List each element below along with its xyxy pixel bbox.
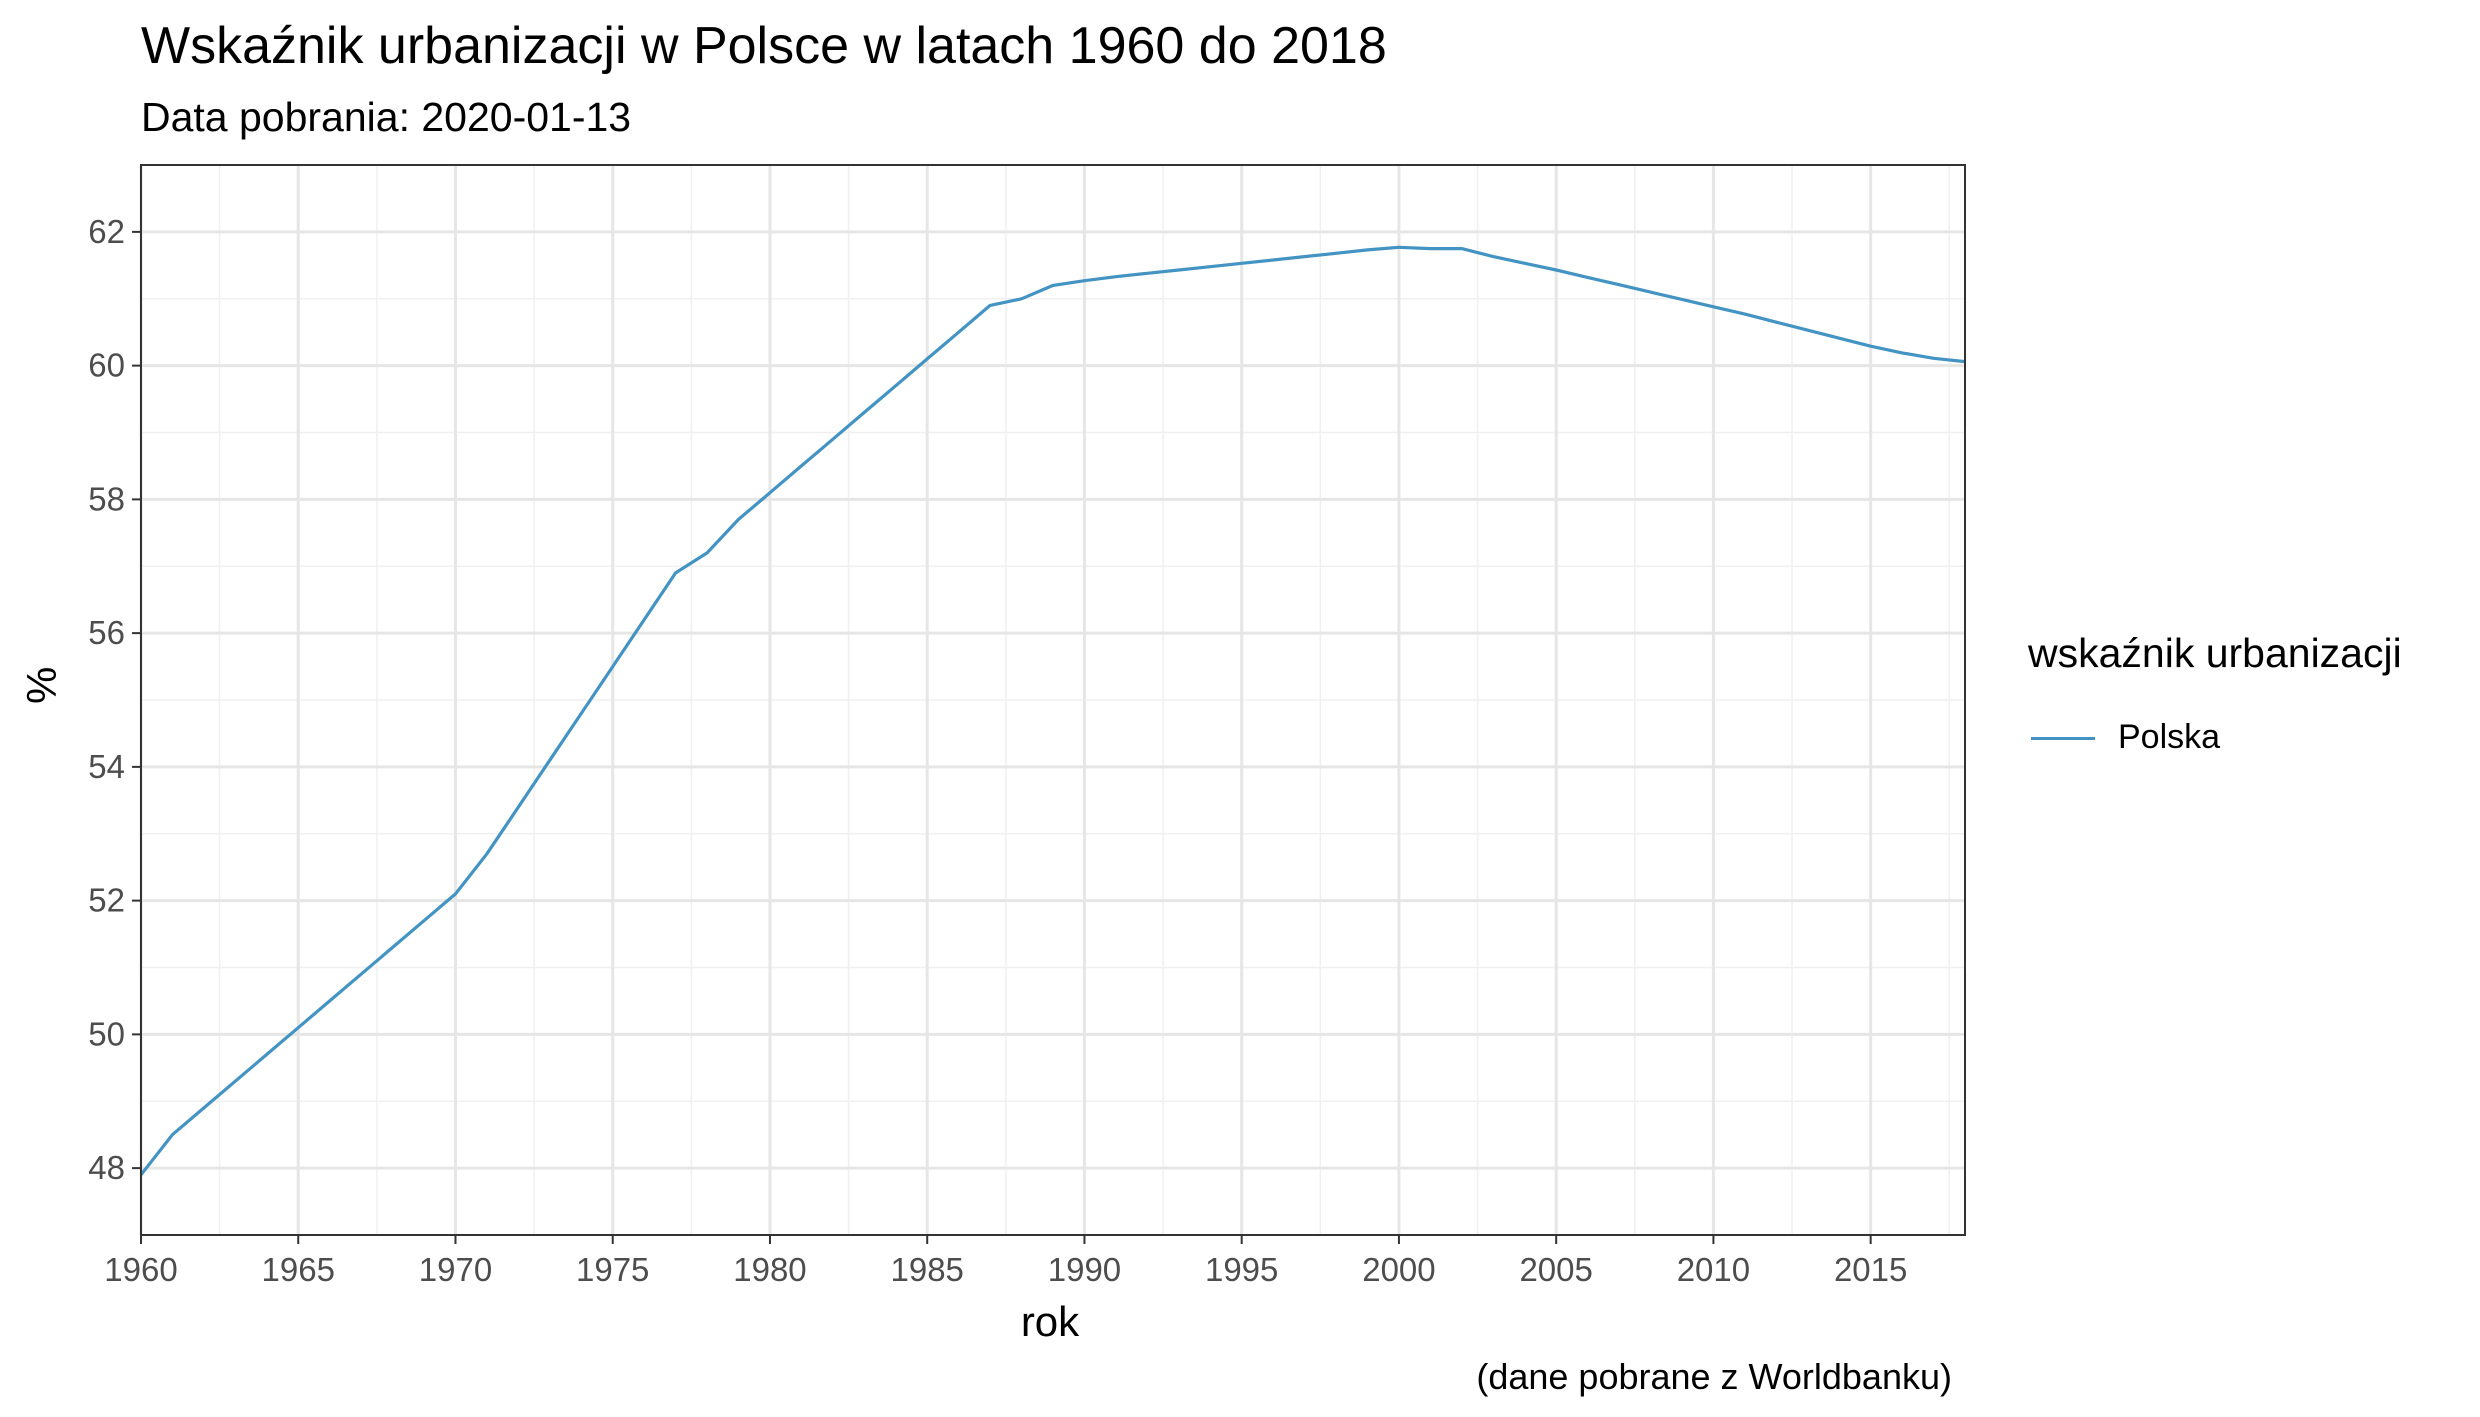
- x-tick-label: 1970: [419, 1251, 492, 1288]
- x-axis-label: rok: [1020, 1298, 1080, 1345]
- x-tick-label: 1980: [733, 1251, 806, 1288]
- y-tick-label: 52: [88, 882, 125, 919]
- x-tick-label: 1975: [576, 1251, 649, 1288]
- legend-label: Polska: [2118, 718, 2221, 756]
- y-axis-label: %: [18, 666, 65, 704]
- y-tick-label: 58: [88, 480, 125, 517]
- x-tick-label: 2005: [1519, 1251, 1592, 1288]
- y-tick-label: 56: [88, 614, 125, 651]
- x-tick-label: 1995: [1205, 1251, 1278, 1288]
- legend: wskaźnik urbanizacji Polska: [2028, 628, 2402, 756]
- x-tick-label: 2000: [1362, 1251, 1435, 1288]
- x-tick-label: 2015: [1834, 1251, 1907, 1288]
- chart-title: Wskaźnik urbanizacji w Polsce w latach 1…: [141, 17, 1387, 75]
- x-tick-label: 2010: [1677, 1251, 1750, 1288]
- y-tick-label: 60: [88, 347, 125, 384]
- chart-caption: (dane pobrane z Worldbanku): [1476, 1356, 1952, 1397]
- plot-panel-border: [140, 164, 1966, 1236]
- y-tick-label: 54: [88, 748, 125, 785]
- x-tick-label: 1960: [104, 1251, 177, 1288]
- x-tick-label: 1990: [1048, 1251, 1121, 1288]
- chart-subtitle: Data pobrania: 2020-01-13: [141, 94, 632, 140]
- x-tick-label: 1965: [262, 1251, 335, 1288]
- x-tick-label: 1985: [890, 1251, 963, 1288]
- y-tick-label: 62: [88, 213, 125, 250]
- y-tick-label: 48: [88, 1149, 125, 1186]
- legend-title: wskaźnik urbanizacji: [2028, 630, 2402, 676]
- legend-line-key-icon: [2028, 720, 2098, 756]
- legend-item-polska: Polska: [2028, 718, 2220, 757]
- series-line-polska: [139, 245, 1966, 1176]
- y-tick-label: 50: [88, 1015, 125, 1052]
